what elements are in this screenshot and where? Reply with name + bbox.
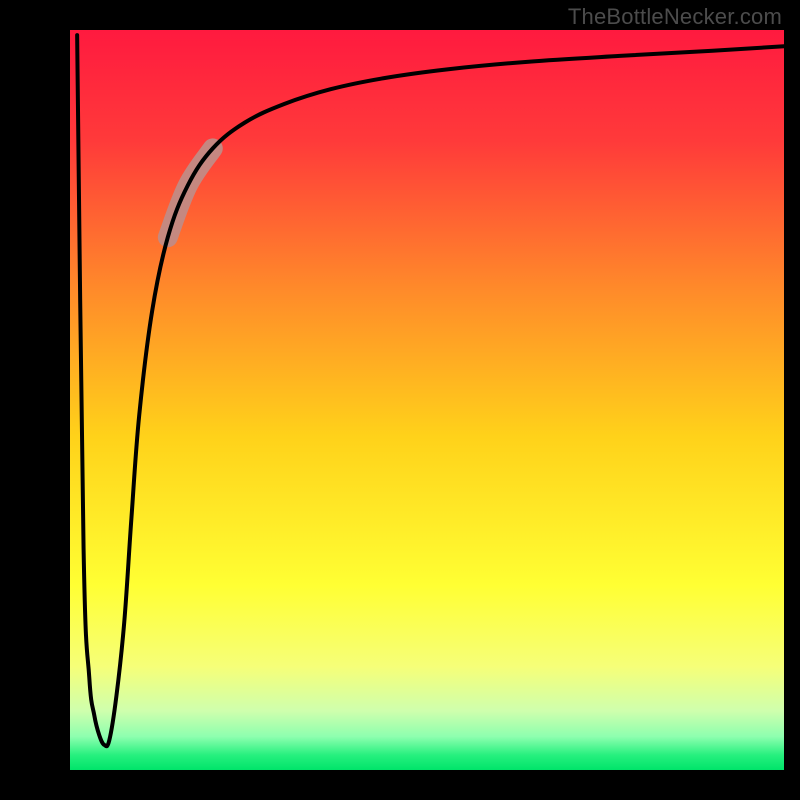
watermark-text: TheBottleNecker.com	[568, 4, 782, 30]
highlight-segment	[168, 148, 213, 237]
frame-left	[0, 0, 70, 800]
curve-layer	[70, 30, 784, 770]
frame-right	[784, 0, 800, 800]
bottleneck-curve	[77, 35, 784, 746]
frame-bottom	[0, 770, 800, 800]
plot-area	[70, 30, 784, 770]
chart-stage: TheBottleNecker.com	[0, 0, 800, 800]
